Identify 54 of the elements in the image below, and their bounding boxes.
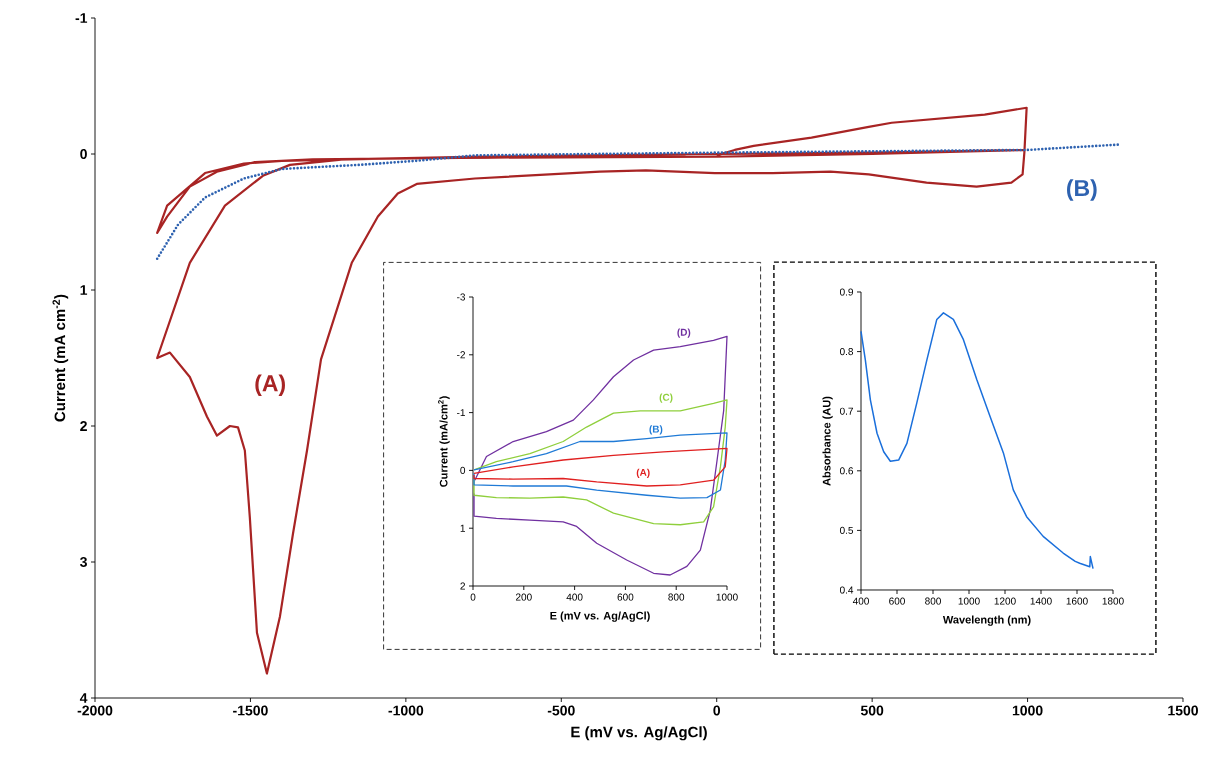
x-tick-label: 1500	[1168, 705, 1198, 716]
x-tick-label: 1800	[1102, 597, 1124, 605]
x-tick-label: -1000	[388, 705, 424, 716]
y-axis-title: Current (mA cm$^{-2}$)	[52, 294, 69, 422]
x-axis-title: Wavelength (nm)	[942, 615, 1031, 626]
series-label: (A)	[636, 468, 650, 478]
line-series	[473, 447, 728, 487]
y-tick-label: 0	[80, 149, 87, 159]
series-label: (A)	[255, 374, 285, 396]
x-tick-label: 1000	[716, 593, 738, 601]
x-tick-label: 1200	[994, 597, 1016, 605]
y-tick-label: 3	[80, 557, 87, 567]
y-tick-label: 2	[80, 421, 87, 431]
y-tick-label: 4	[79, 693, 88, 703]
y-tick-label: 0.6	[839, 467, 854, 475]
x-tick-label: 800	[668, 593, 685, 601]
y-tick-label: 0	[460, 466, 466, 474]
y-tick-label: 0.8	[839, 348, 854, 356]
x-tick-label: 0	[470, 593, 476, 601]
y-tick-label: 0.9	[839, 288, 854, 296]
series-label: (D)	[677, 328, 691, 338]
x-tick-label: 200	[515, 593, 532, 601]
x-tick-label: 600	[889, 597, 905, 605]
x-tick-label: -1500	[233, 705, 268, 716]
x-tick-label: 400	[852, 597, 869, 605]
series-label: (B)	[649, 425, 663, 435]
x-axis-title: E (mV vs. Ag/AgCl)	[571, 726, 707, 741]
y-tick-label: -1	[75, 13, 88, 23]
series-label: (B)	[1067, 179, 1097, 201]
x-tick-label: 1400	[1030, 597, 1052, 605]
y-tick-label: 2	[460, 582, 465, 590]
y-tick-label: 1	[460, 524, 465, 532]
line-series	[860, 312, 1094, 570]
y-axis-title: Absorbance (AU)	[822, 396, 833, 486]
x-tick-label: -500	[547, 705, 575, 716]
x-tick-label: 0	[713, 705, 721, 716]
y-axis-title: Current (mA/cm$^{2}$)	[438, 396, 450, 487]
x-tick-label: 1000	[1012, 705, 1043, 716]
y-tick-label: -2	[457, 351, 465, 359]
y-tick-label: 0.7	[839, 407, 853, 415]
x-tick-label: 800	[925, 597, 941, 605]
x-tick-label: 500	[860, 705, 884, 716]
y-tick-label: -1	[457, 409, 465, 417]
series-label: (C)	[659, 393, 673, 403]
x-tick-label: -2000	[77, 705, 113, 716]
y-tick-label: -3	[457, 293, 466, 301]
y-tick-label: 0.5	[839, 526, 854, 534]
x-tick-label: 1600	[1066, 597, 1088, 605]
x-tick-label: 1000	[958, 597, 980, 605]
x-tick-label: 400	[566, 593, 583, 601]
x-tick-label: 600	[617, 593, 634, 601]
x-axis-title: E (mV vs. Ag/AgCl)	[550, 611, 650, 622]
y-tick-label: 1	[80, 285, 88, 295]
y-tick-label: 0.4	[839, 586, 854, 594]
